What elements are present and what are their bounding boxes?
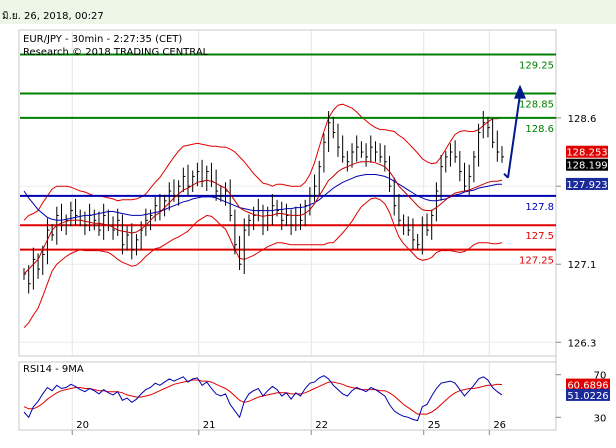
- y-tick-label: 127.1: [568, 260, 597, 271]
- rsi-line: [23, 375, 503, 422]
- y-tick-label: 128.6: [568, 114, 597, 125]
- chart-title: EUR/JPY - 30min - 2:27:35 (CET): [23, 34, 182, 45]
- x-tick-label: 21: [203, 420, 216, 431]
- price-badge-label: 127.923: [566, 180, 607, 191]
- level-label: 129.25: [519, 60, 554, 71]
- chart-subtitle: Research © 2018 TRADING CENTRAL: [23, 47, 209, 58]
- date-time-label: มิ.ย. 26, 2018, 00:27: [2, 11, 104, 22]
- level-label: 127.25: [519, 256, 554, 267]
- slow-moving-average: [23, 174, 502, 221]
- rsi-badge-bg: [566, 378, 610, 391]
- forecast-arrow: [503, 84, 526, 179]
- y-tick-label: 126.3: [568, 338, 597, 349]
- price-badge-label: 128.253: [566, 148, 607, 159]
- fast-moving-average: [23, 161, 503, 275]
- rsi-badge-label: 51.0226: [567, 391, 608, 402]
- price-badge-label: 128.199: [566, 161, 607, 172]
- date-bar: มิ.ย. 26, 2018, 00:27: [0, 0, 616, 24]
- rsi-plot-frame: [18, 361, 557, 431]
- moving-averages: [23, 161, 503, 275]
- level-label: 127.8: [525, 202, 554, 213]
- price-badge-bg: [566, 158, 608, 171]
- level-label: 128.85: [519, 99, 554, 110]
- x-tick-label: 26: [493, 420, 506, 431]
- rsi-title: RSI14 - 9MA: [23, 364, 84, 375]
- x-tick-label: 25: [428, 420, 441, 431]
- arrow-shaft: [507, 94, 521, 178]
- price-badge-bg: [566, 145, 608, 158]
- vertical-gridlines: [71, 31, 490, 429]
- price-bars: [23, 111, 504, 294]
- rsi-badge-label: 60.6896: [567, 381, 608, 392]
- rsi-tick-label: 30: [594, 413, 607, 424]
- price-badge-bg: [566, 177, 608, 190]
- level-label: 128.6: [525, 124, 554, 135]
- date-axis-ticks: 20 21 22 25 26: [71, 420, 506, 435]
- price-badges: 128.253 128.199 127.923: [566, 145, 608, 191]
- support-resistance-levels: 129.25 128.85 128.6 127.8 127.5 127.25: [20, 53, 556, 267]
- level-label: 127.5: [525, 231, 554, 242]
- x-tick-label: 22: [315, 420, 328, 431]
- rsi-tick-label: 70: [594, 371, 607, 382]
- rsi-badge-bg: [566, 388, 610, 401]
- main-plot-frame: [18, 29, 557, 357]
- arrow-head: [514, 84, 526, 99]
- x-tick-label: 20: [76, 420, 89, 431]
